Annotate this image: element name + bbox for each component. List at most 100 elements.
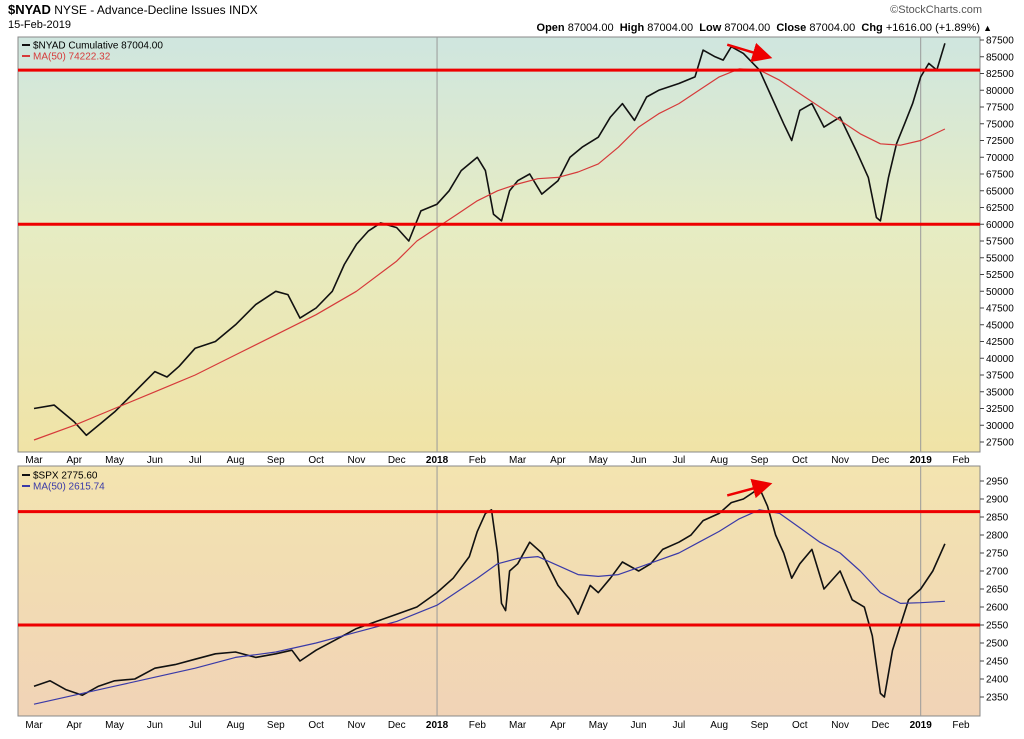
- month-label: Nov: [831, 720, 849, 731]
- low-value: 87004.00: [724, 22, 771, 34]
- legend-label: MA(50) 74222.32: [33, 52, 111, 63]
- month-label: Feb: [952, 720, 970, 731]
- month-label: Sep: [267, 455, 285, 466]
- top-price-series-line: [33, 43, 946, 437]
- month-label: Feb: [952, 455, 970, 466]
- month-label: Aug: [710, 720, 728, 731]
- y-tick-label: 2850: [986, 513, 1009, 524]
- top-panel-background: [17, 36, 981, 453]
- low-label: Low: [699, 22, 722, 34]
- bottom-panel-background: [17, 465, 981, 717]
- month-label: Oct: [308, 720, 324, 731]
- month-label: Sep: [751, 455, 769, 466]
- y-tick-label: 42500: [986, 337, 1014, 348]
- y-tick-label: 60000: [986, 220, 1014, 231]
- month-label: 2019: [910, 720, 933, 731]
- month-label: Jun: [147, 720, 163, 731]
- month-label: Dec: [871, 720, 889, 731]
- legend-label: MA(50) 2615.74: [33, 482, 105, 493]
- y-tick-label: 2450: [986, 657, 1009, 668]
- close-label: Close: [776, 22, 807, 34]
- y-tick-label: 45000: [986, 320, 1014, 331]
- brand: ©StockCharts.com: [890, 4, 982, 16]
- y-tick-label: 50000: [986, 287, 1014, 298]
- y-tick-label: 55000: [986, 253, 1014, 264]
- month-label: May: [105, 720, 124, 731]
- symbol: $NYAD: [8, 2, 51, 17]
- y-tick-label: 2550: [986, 621, 1009, 632]
- top-ma-series-line: [33, 68, 946, 441]
- legend-label: $NYAD Cumulative 87004.00: [33, 41, 163, 52]
- month-label: Dec: [871, 455, 889, 466]
- month-label: Nov: [831, 455, 849, 466]
- high-value: 87004.00: [647, 22, 694, 34]
- y-tick-label: 35000: [986, 387, 1014, 398]
- y-tick-label: 87500: [986, 36, 1014, 47]
- y-tick-label: 72500: [986, 136, 1014, 147]
- expand-arrow-icon[interactable]: ▲: [983, 23, 992, 33]
- close-value: 87004.00: [809, 22, 856, 34]
- month-label: Oct: [792, 720, 808, 731]
- y-tick-label: 2500: [986, 639, 1009, 650]
- chg-value: +1616.00 (+1.89%): [885, 22, 981, 34]
- y-tick-label: 52500: [986, 270, 1014, 281]
- y-tick-label: 75000: [986, 119, 1014, 130]
- month-label: Mar: [509, 455, 527, 466]
- month-label: Nov: [348, 455, 366, 466]
- open-label: Open: [536, 22, 565, 34]
- month-label: Nov: [348, 720, 366, 731]
- y-tick-label: 47500: [986, 304, 1014, 315]
- chg-label: Chg: [861, 22, 883, 34]
- y-tick-label: 2750: [986, 549, 1009, 560]
- month-label: Apr: [67, 720, 83, 731]
- month-label: Sep: [751, 720, 769, 731]
- month-label: Feb: [469, 455, 487, 466]
- month-label: Mar: [25, 720, 43, 731]
- y-tick-label: 62500: [986, 203, 1014, 214]
- month-label: Apr: [550, 720, 566, 731]
- month-label: Jul: [672, 455, 685, 466]
- y-tick-label: 57500: [986, 237, 1014, 248]
- y-tick-label: 2400: [986, 675, 1009, 686]
- y-tick-label: 2900: [986, 495, 1009, 506]
- y-tick-label: 77500: [986, 103, 1014, 114]
- month-label: Aug: [227, 720, 245, 731]
- y-tick-label: 30000: [986, 421, 1014, 432]
- symbol-description: NYSE - Advance-Decline Issues INDX: [54, 3, 258, 17]
- legend-label: $SPX 2775.60: [33, 471, 98, 482]
- month-label: Jun: [147, 455, 163, 466]
- y-tick-label: 27500: [986, 438, 1014, 449]
- y-tick-label: 32500: [986, 404, 1014, 415]
- month-label: May: [589, 455, 608, 466]
- month-label: Aug: [710, 455, 728, 466]
- y-tick-label: 70000: [986, 153, 1014, 164]
- month-label: Jul: [189, 455, 202, 466]
- month-label: 2019: [910, 455, 933, 466]
- month-label: Jun: [631, 720, 647, 731]
- y-tick-label: 2950: [986, 477, 1009, 488]
- y-tick-label: 2350: [986, 693, 1009, 704]
- month-label: Feb: [469, 720, 487, 731]
- month-label: Mar: [25, 455, 43, 466]
- month-label: May: [105, 455, 124, 466]
- open-value: 87004.00: [567, 22, 614, 34]
- month-label: Aug: [227, 455, 245, 466]
- month-label: May: [589, 720, 608, 731]
- chart-header: $NYAD NYSE - Advance-Decline Issues INDX: [8, 2, 258, 17]
- month-label: Dec: [388, 455, 406, 466]
- month-label: 2018: [426, 720, 449, 731]
- month-label: Oct: [792, 455, 808, 466]
- quote-bar: Open 87004.00 High 87004.00 Low 87004.00…: [537, 22, 992, 34]
- y-tick-label: 2600: [986, 603, 1009, 614]
- y-tick-label: 37500: [986, 371, 1014, 382]
- month-label: Oct: [308, 455, 324, 466]
- y-tick-label: 82500: [986, 69, 1014, 80]
- month-label: Sep: [267, 720, 285, 731]
- month-label: Jul: [189, 720, 202, 731]
- month-label: 2018: [426, 455, 449, 466]
- y-tick-label: 40000: [986, 354, 1014, 365]
- month-label: Mar: [509, 720, 527, 731]
- high-label: High: [619, 22, 645, 34]
- month-label: Jun: [631, 455, 647, 466]
